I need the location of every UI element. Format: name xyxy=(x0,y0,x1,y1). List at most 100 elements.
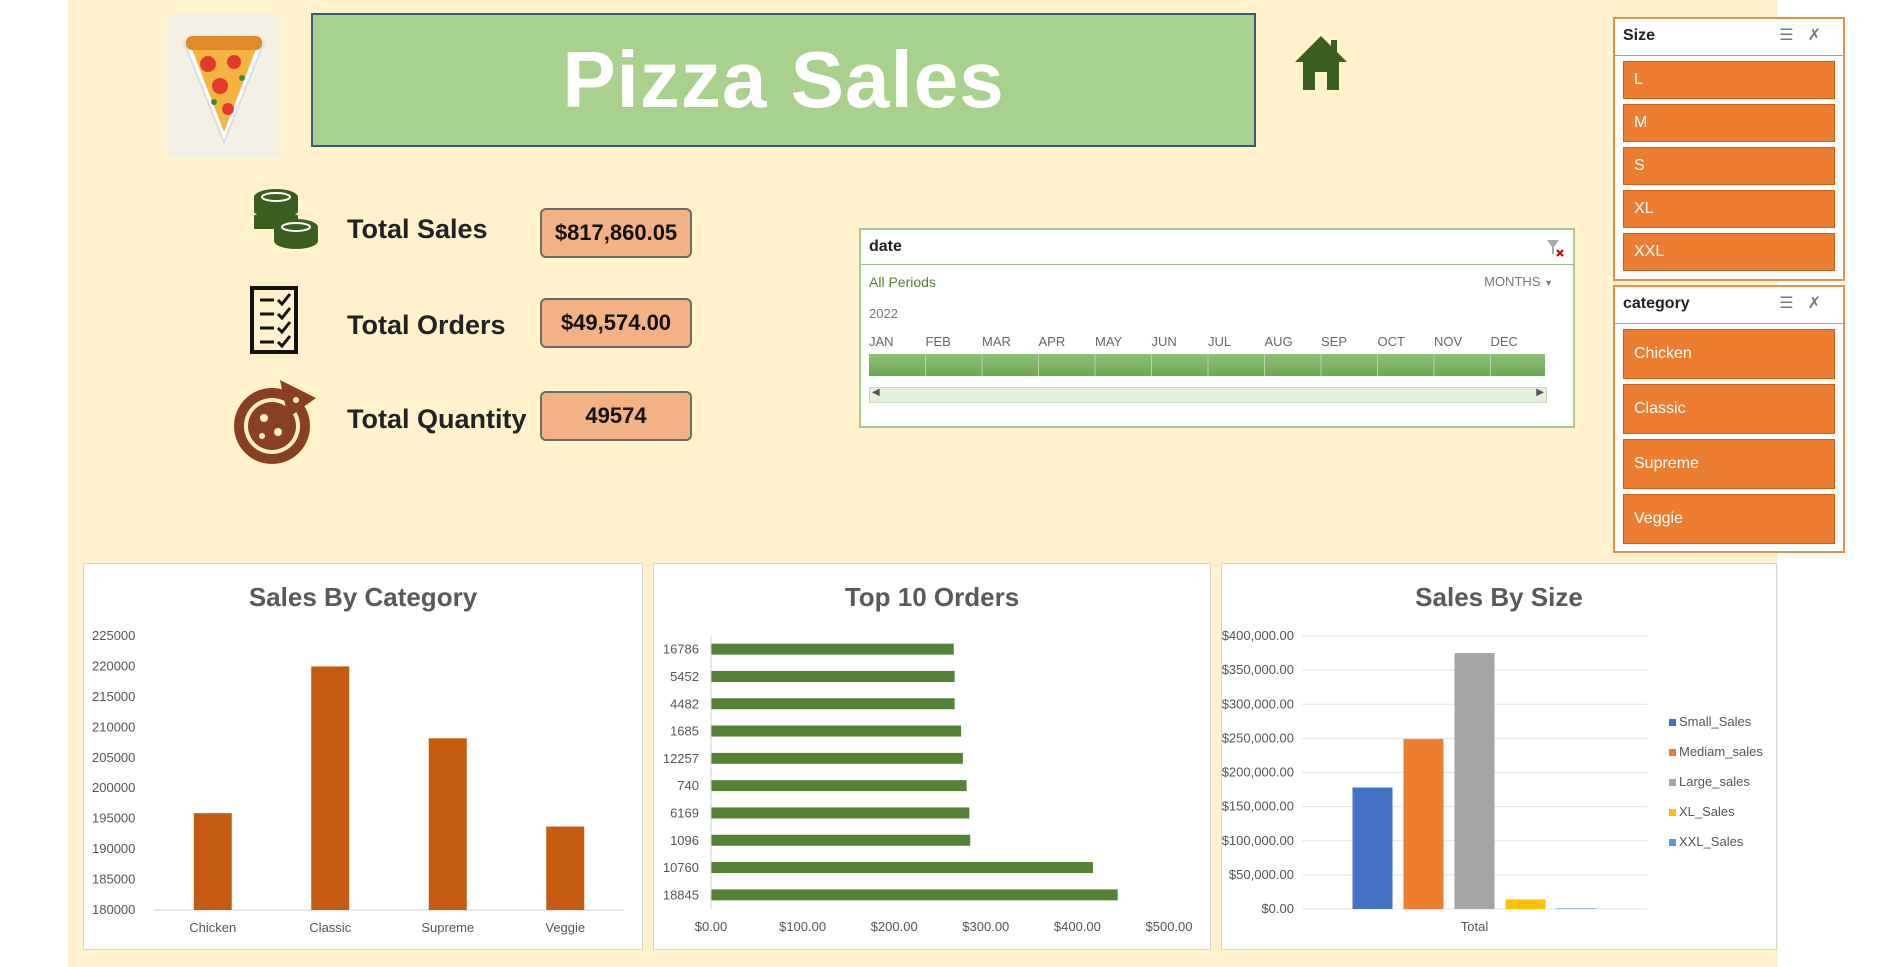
timeline-scrollbar[interactable]: ◀ ▶ xyxy=(869,387,1547,403)
timeline-year: 2022 xyxy=(869,306,898,321)
y-tick-label: $50,000.00 xyxy=(1229,867,1294,882)
page-title: Pizza Sales xyxy=(562,35,1005,124)
category-item-supreme[interactable]: Supreme xyxy=(1623,439,1835,489)
sales-by-category-chart: Sales By Category 180000 185000 190000 1950… xyxy=(83,563,643,950)
month-label-apr[interactable]: APR xyxy=(1038,334,1066,349)
bar-mediam_sales[interactable] xyxy=(1403,739,1444,909)
y-tick-label: 210000 xyxy=(92,719,135,734)
y-tick-label: $150,000.00 xyxy=(1222,799,1294,814)
category-slicer: category ☰✗ Chicken Classic Supreme Veggie xyxy=(1613,285,1845,553)
bar-order-1096[interactable] xyxy=(711,834,971,846)
x-tick-label: $0.00 xyxy=(695,919,728,934)
y-tick-label: $100,000.00 xyxy=(1222,833,1294,848)
y-tick-label: 1096 xyxy=(670,833,699,848)
clear-filter-icon[interactable] xyxy=(1545,238,1565,258)
bar-order-740[interactable] xyxy=(711,780,967,792)
size-item-m[interactable]: M xyxy=(1623,104,1835,142)
bar-order-6169[interactable] xyxy=(711,807,970,819)
scroll-left-icon[interactable]: ◀ xyxy=(872,387,880,398)
size-item-xxl[interactable]: XXL xyxy=(1623,233,1835,271)
month-label-jul[interactable]: JUL xyxy=(1208,334,1232,349)
y-tick-label: 5452 xyxy=(670,669,699,684)
x-tick-label: Chicken xyxy=(189,920,236,935)
pizza-icon xyxy=(230,374,320,475)
category-item-chicken[interactable]: Chicken xyxy=(1623,329,1835,379)
y-tick-label: 18845 xyxy=(663,887,699,902)
size-item-xl[interactable]: XL xyxy=(1623,190,1835,228)
y-tick-label: 1685 xyxy=(670,724,699,739)
bar-order-1685[interactable] xyxy=(711,725,962,737)
month-label-jan[interactable]: JAN xyxy=(869,334,894,349)
y-tick-label: $0.00 xyxy=(1261,901,1294,916)
month-label-sep[interactable]: SEP xyxy=(1321,334,1348,349)
y-tick-label: $350,000.00 xyxy=(1222,662,1294,677)
x-tick-label: Supreme xyxy=(421,920,474,935)
y-tick-label: 10760 xyxy=(663,860,699,875)
month-label-jun[interactable]: JUN xyxy=(1151,334,1177,349)
home-icon[interactable] xyxy=(1293,32,1349,92)
x-tick-label: $300.00 xyxy=(962,919,1009,934)
x-tick-label: Classic xyxy=(309,920,351,935)
y-tick-label: 190000 xyxy=(92,841,135,856)
category-item-classic[interactable]: Classic xyxy=(1623,384,1835,434)
legend-swatch xyxy=(1669,749,1676,756)
total-orders-label: Total Orders xyxy=(347,310,506,340)
bar-xl_sales[interactable] xyxy=(1505,899,1546,909)
checklist-icon xyxy=(248,284,304,361)
y-tick-label: $200,000.00 xyxy=(1222,765,1294,780)
size-item-s[interactable]: S xyxy=(1623,147,1835,185)
bar-xxl_sales[interactable] xyxy=(1556,908,1597,909)
legend-label: XL_Sales xyxy=(1679,804,1735,819)
category-item-veggie[interactable]: Veggie xyxy=(1623,494,1835,544)
clear-filter-icon[interactable]: ✗ xyxy=(1807,27,1835,44)
month-label-nov[interactable]: NOV xyxy=(1434,334,1463,349)
time-level-dropdown[interactable]: MONTHS ▼ xyxy=(1484,274,1553,289)
x-tick-label: $100.00 xyxy=(779,919,826,934)
legend-label: XXL_Sales xyxy=(1679,834,1744,849)
sales-by-size-chart: Sales By Size $0.00 $50,000.00 $100,000.00… xyxy=(1221,563,1777,950)
chart-title: Sales By Size xyxy=(1415,582,1583,612)
month-label-feb[interactable]: FEB xyxy=(925,334,951,349)
bar-classic[interactable] xyxy=(311,666,350,910)
timeline-selection-bar[interactable] xyxy=(869,354,1545,376)
size-item-l[interactable]: L xyxy=(1623,61,1835,99)
y-tick-label: $250,000.00 xyxy=(1222,730,1294,745)
bar-order-16786[interactable] xyxy=(711,643,954,655)
all-periods-label: All Periods xyxy=(869,274,936,290)
month-label-oct[interactable]: OCT xyxy=(1377,334,1405,349)
month-label-dec[interactable]: DEC xyxy=(1490,334,1518,349)
total-quantity-label: Total Quantity xyxy=(347,404,527,434)
top-10-orders-chart: Top 10 Orders 16786 5452 4482 1685 12257 740 6… xyxy=(653,563,1211,950)
total-quantity-value: 49574 xyxy=(540,391,692,441)
legend-label: Mediam_sales xyxy=(1679,744,1763,759)
scroll-right-icon[interactable]: ▶ xyxy=(1536,387,1544,398)
timeline-header: date xyxy=(861,230,1573,265)
bar-order-12257[interactable] xyxy=(711,752,963,764)
total-sales-value: $817,860.05 xyxy=(540,208,692,258)
bar-order-5452[interactable] xyxy=(711,670,955,682)
bar-order-18845[interactable] xyxy=(711,889,1118,901)
chart-title: Sales By Category xyxy=(248,582,478,612)
bar-supreme[interactable] xyxy=(428,738,467,910)
y-tick-label: 4482 xyxy=(670,696,699,711)
multi-select-icon[interactable]: ☰ xyxy=(1779,295,1808,312)
multi-select-icon[interactable]: ☰ xyxy=(1779,27,1808,44)
month-label-may[interactable]: MAY xyxy=(1095,334,1123,349)
total-orders-value: $49,574.00 xyxy=(540,298,692,348)
bar-order-10760[interactable] xyxy=(711,862,1093,874)
bar-large_sales[interactable] xyxy=(1454,653,1495,909)
x-tick-label: $200.00 xyxy=(871,919,918,934)
legend-label: Large_sales xyxy=(1679,774,1750,789)
legend-swatch xyxy=(1669,779,1676,786)
x-tick-label: Total xyxy=(1461,919,1489,934)
bar-chicken[interactable] xyxy=(193,813,232,910)
date-timeline-slicer[interactable]: date All Periods MONTHS ▼ 2022 JAN FEB MAR… xyxy=(859,228,1575,428)
legend-label: Small_Sales xyxy=(1679,714,1752,729)
bar-veggie[interactable] xyxy=(546,826,585,910)
month-label-aug[interactable]: AUG xyxy=(1264,334,1293,349)
y-tick-label: 200000 xyxy=(92,780,135,795)
month-label-mar[interactable]: MAR xyxy=(982,334,1011,349)
bar-order-4482[interactable] xyxy=(711,698,955,710)
clear-filter-icon[interactable]: ✗ xyxy=(1807,295,1835,312)
bar-small_sales[interactable] xyxy=(1352,787,1393,909)
